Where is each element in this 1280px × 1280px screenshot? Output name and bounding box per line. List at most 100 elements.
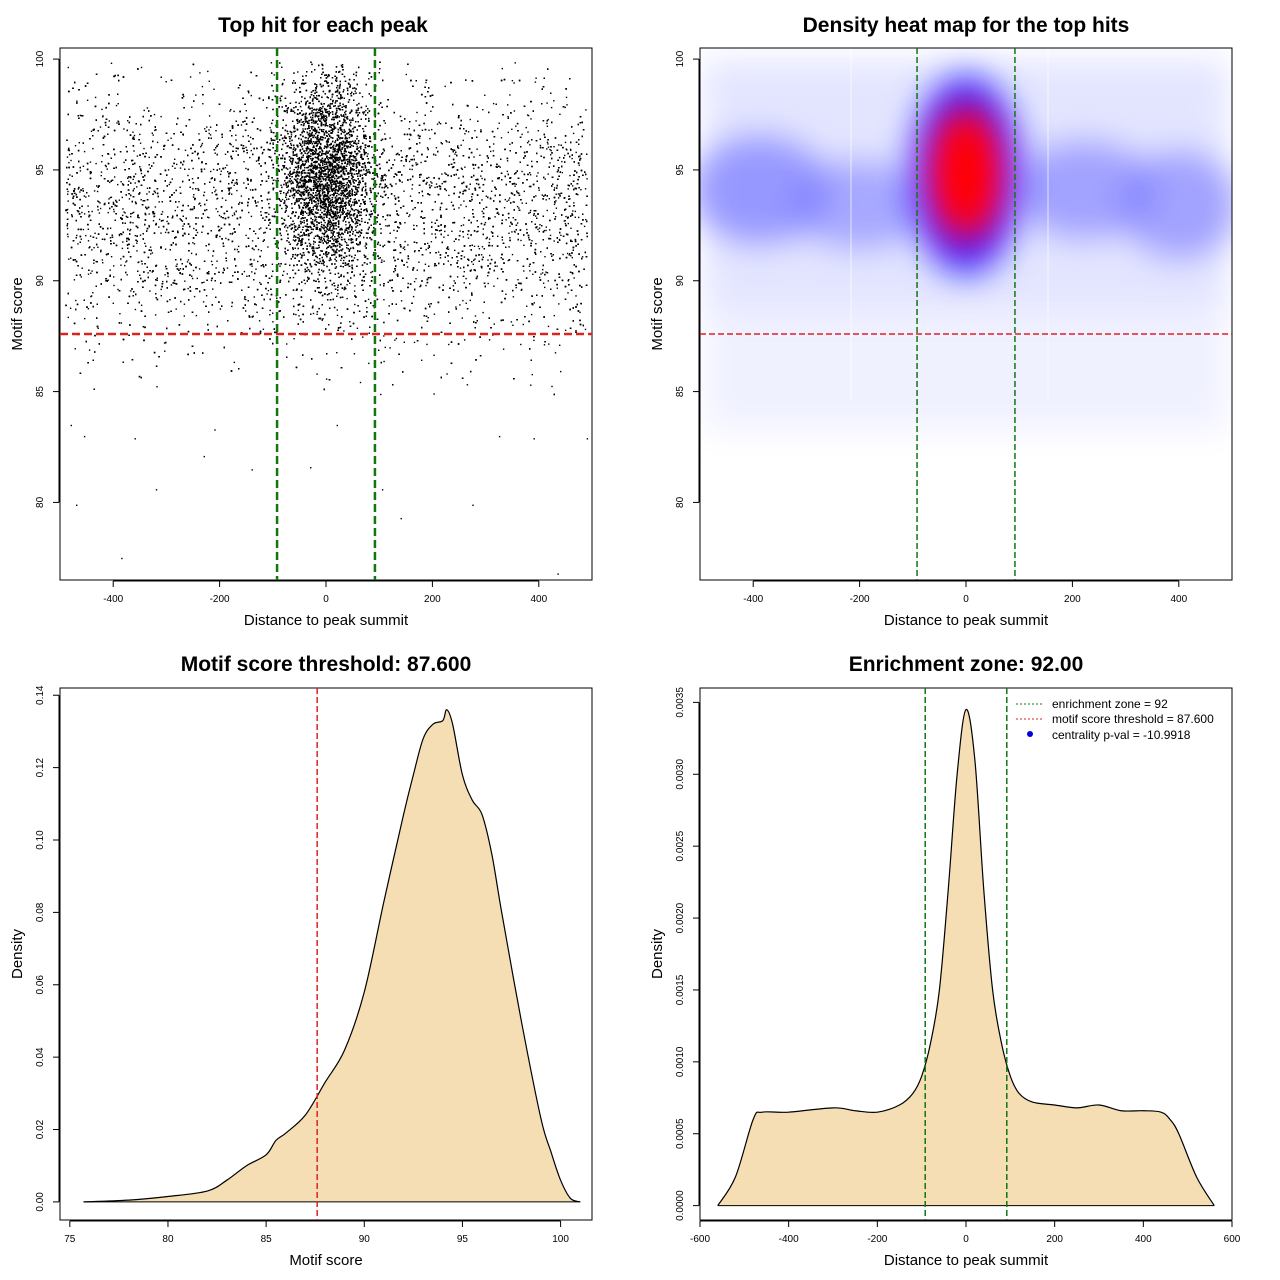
scatter-point (330, 292, 333, 294)
scatter-point (138, 261, 140, 263)
scatter-point (128, 180, 130, 182)
scatter-point (323, 264, 325, 266)
scatter-point (237, 245, 240, 248)
scatter-point (83, 213, 86, 215)
scatter-point (174, 167, 176, 169)
scatter-point (477, 245, 480, 248)
scatter-point (216, 198, 218, 200)
scatter-point (470, 269, 472, 271)
scatter-point (542, 268, 544, 271)
scatter-point (336, 309, 338, 311)
scatter-point (393, 159, 396, 161)
scatter-point (73, 279, 76, 281)
scatter-point (457, 290, 459, 292)
scatter-point (245, 310, 247, 312)
scatter-point (181, 220, 184, 222)
scatter-point (269, 126, 271, 129)
scatter-point (215, 208, 217, 210)
scatter-point (243, 147, 245, 150)
scatter-point (476, 148, 478, 150)
scatter-point (147, 272, 149, 274)
scatter-point (416, 269, 418, 271)
scatter-point (458, 177, 460, 179)
scatter-point (547, 173, 549, 175)
scatter-point (500, 137, 503, 139)
scatter-point (235, 139, 237, 141)
scatter-point (431, 182, 433, 184)
scatter-point (511, 253, 514, 256)
scatter-point (66, 233, 69, 235)
scatter-point (100, 249, 102, 251)
scatter-point (289, 167, 291, 169)
scatter-point (205, 295, 208, 297)
scatter-point (412, 208, 414, 211)
scatter-point (253, 259, 255, 261)
scatter-point (283, 167, 285, 169)
scatter-point (255, 160, 258, 162)
scatter-point (85, 234, 87, 237)
scatter-point (385, 225, 387, 227)
scatter-point (118, 233, 121, 236)
scatter-point (82, 188, 84, 190)
scatter-point (497, 235, 499, 237)
scatter-point (193, 227, 195, 230)
scatter-point (549, 148, 551, 151)
scatter-point (425, 81, 427, 84)
scatter-point (93, 262, 95, 264)
scatter-point (293, 147, 295, 149)
scatter-point (553, 100, 555, 102)
scatter-point (192, 269, 195, 272)
scatter-point (356, 173, 358, 175)
scatter-point (252, 315, 254, 317)
scatter-point (123, 161, 125, 164)
scatter-point (88, 349, 91, 351)
scatter-point (171, 230, 174, 232)
scatter-point (507, 131, 509, 134)
scatter-point (101, 108, 103, 111)
scatter-point (569, 198, 571, 200)
scatter-point (384, 173, 386, 176)
scatter-point (531, 373, 533, 376)
scatter-point (584, 188, 587, 190)
scatter-point (535, 215, 537, 217)
scatter-point (101, 155, 104, 157)
scatter-point (187, 174, 189, 177)
scatter-point (213, 186, 215, 189)
scatter-point (105, 107, 107, 109)
scatter-point (404, 248, 406, 251)
scatter-point (294, 225, 296, 227)
scatter-point (354, 303, 356, 306)
scatter-point (230, 143, 232, 146)
scatter-point (138, 217, 140, 219)
scatter-point (87, 308, 90, 310)
scatter-point (451, 230, 453, 232)
scatter-point (547, 118, 549, 121)
scatter-point (439, 206, 442, 209)
scatter-point (340, 259, 342, 261)
scatter-point (164, 350, 166, 352)
scatter-point (348, 164, 351, 166)
scatter-point (407, 244, 409, 246)
scatter-point (481, 199, 483, 201)
scatter-point (212, 250, 215, 252)
scatter-point (485, 237, 487, 240)
scatter-point (148, 213, 150, 215)
scatter-point (193, 207, 195, 210)
scatter-point (335, 266, 338, 268)
scatter-point (492, 150, 495, 152)
scatter-point (67, 149, 69, 151)
scatter-point (141, 263, 143, 265)
scatter-point (415, 120, 417, 122)
scatter-point (511, 231, 513, 233)
scatter-point (251, 240, 254, 242)
scatter-point (202, 103, 204, 105)
scatter-point (323, 270, 325, 272)
scatter-point (581, 256, 584, 258)
scatter-point (118, 199, 120, 201)
scatter-point (404, 240, 406, 243)
scatter-point (251, 271, 253, 273)
scatter-point (535, 195, 537, 197)
scatter-point (407, 282, 409, 285)
scatter-point (496, 277, 499, 280)
scatter-point (132, 222, 134, 224)
